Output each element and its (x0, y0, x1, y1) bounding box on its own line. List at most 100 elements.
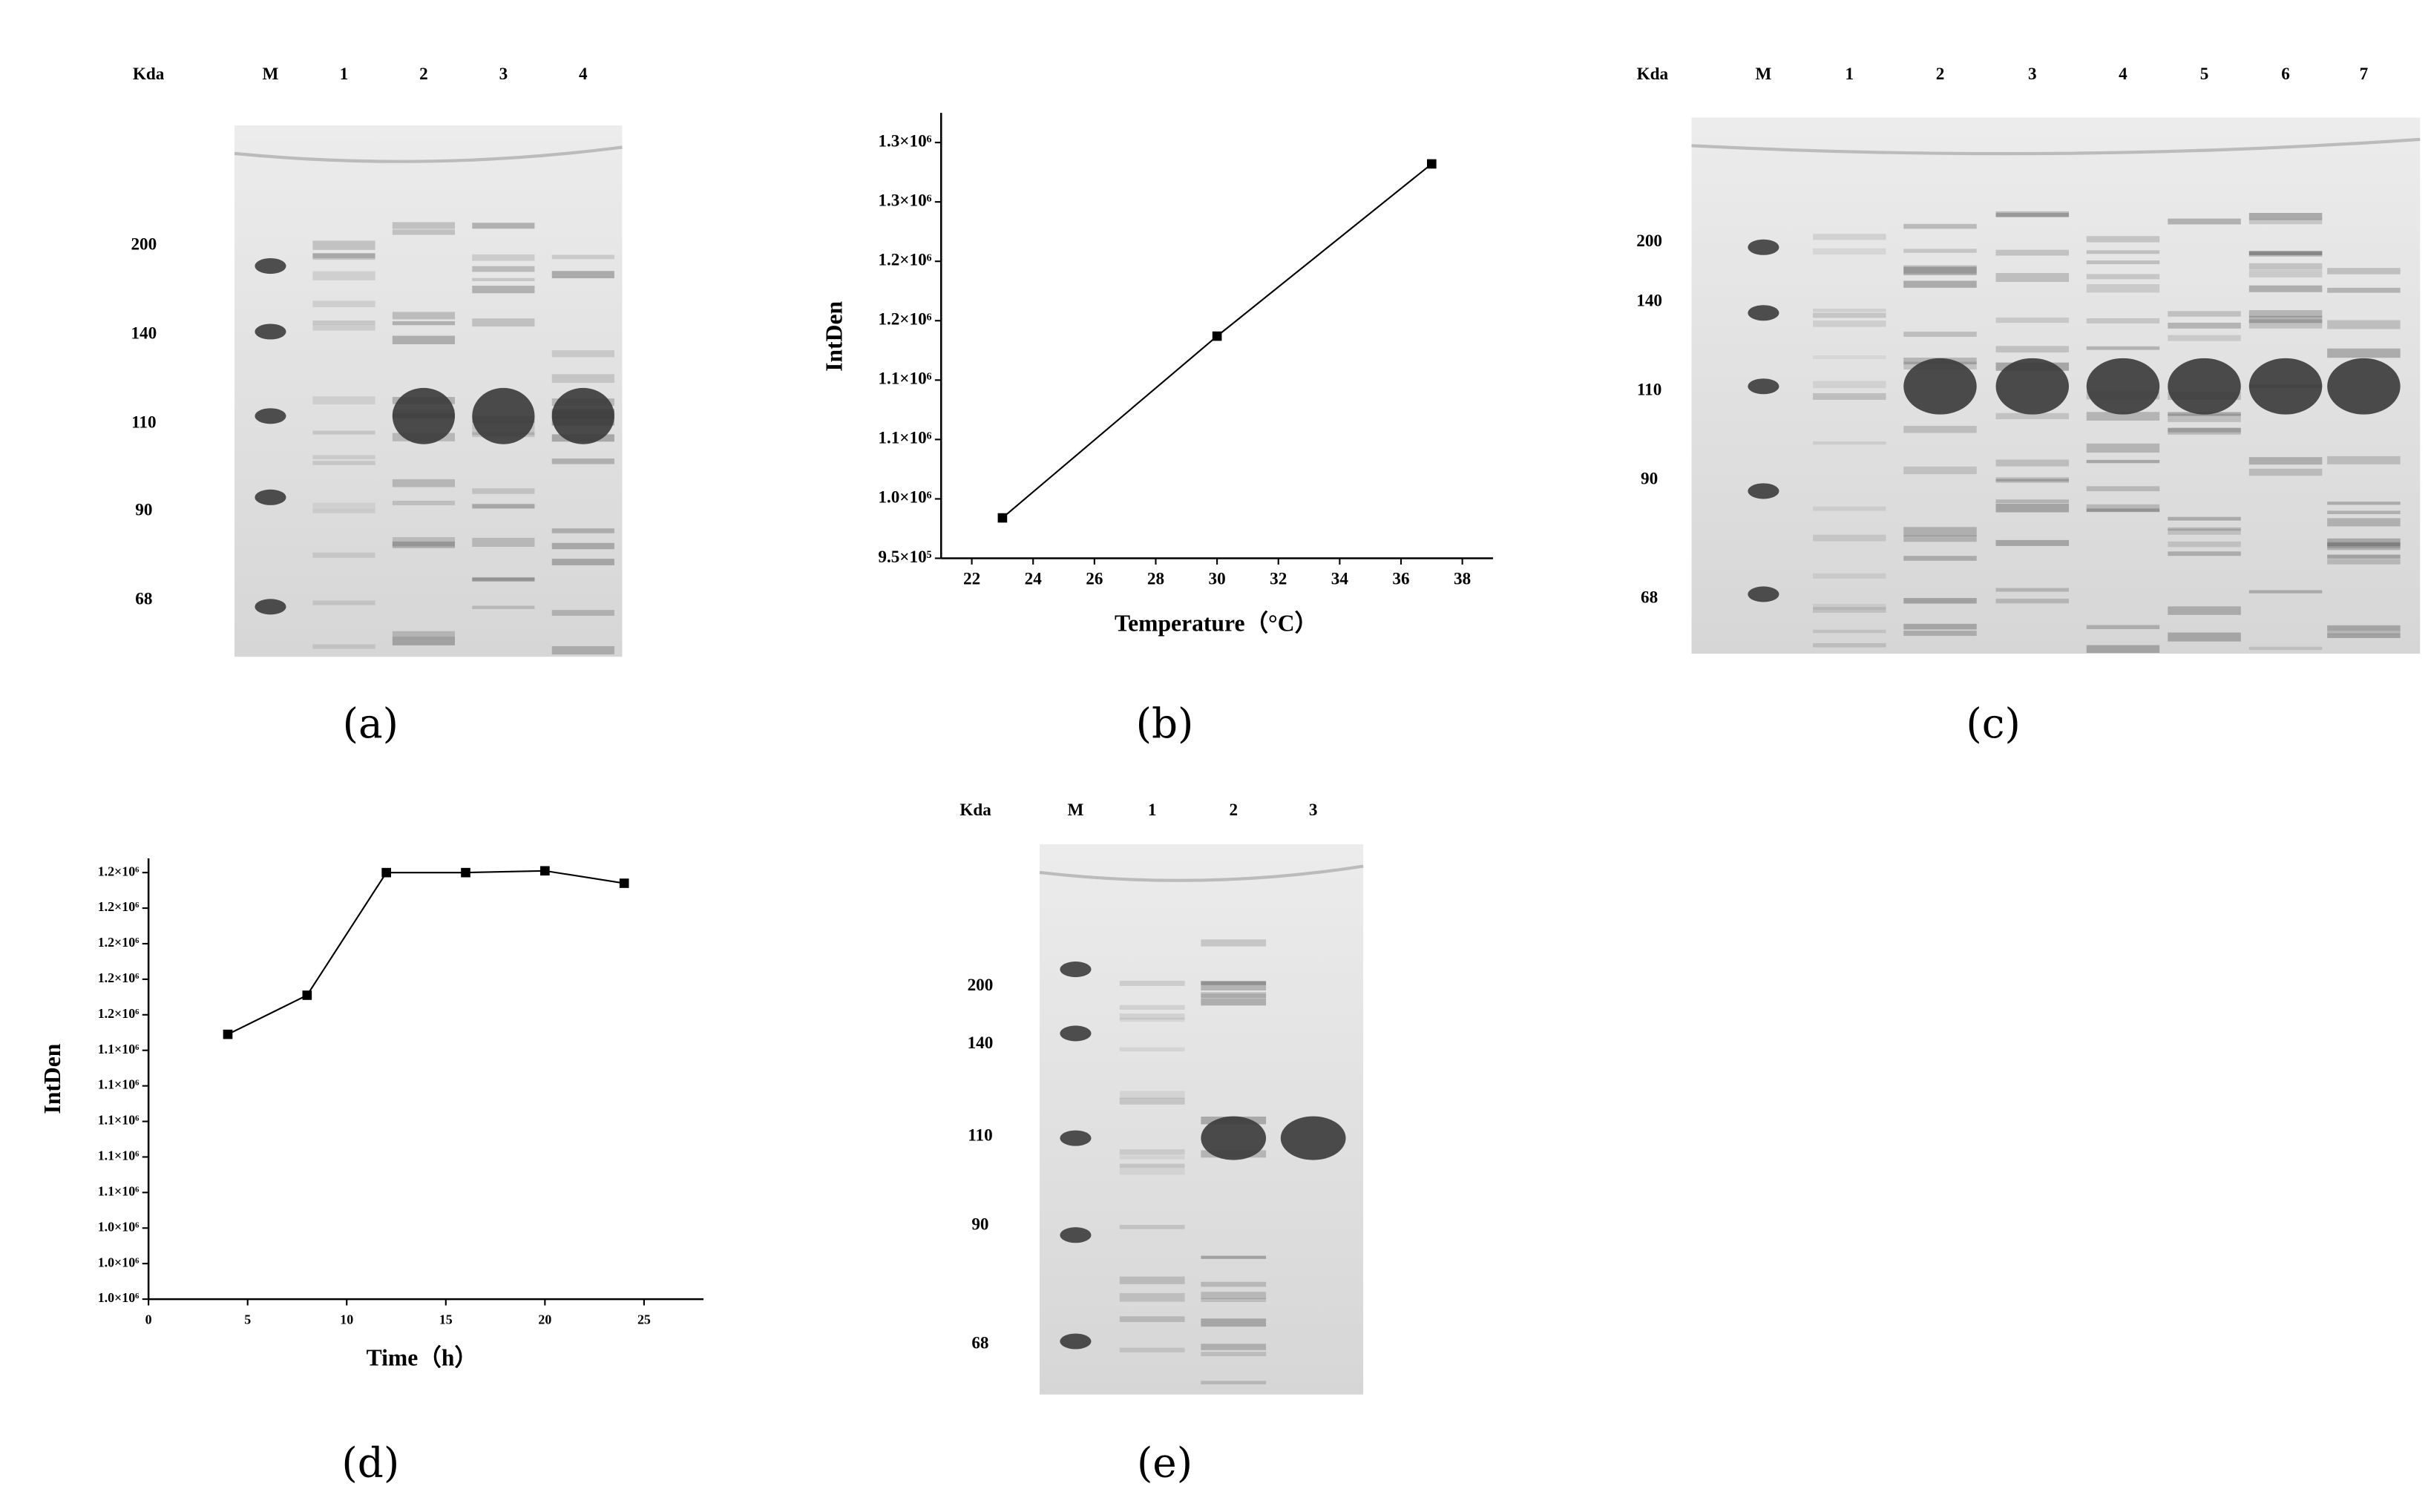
x-tick-label: 25 (637, 1312, 651, 1327)
y-tick-label: 9.5×10⁵ (878, 548, 931, 567)
lane-label: M (263, 65, 279, 84)
lane-label: 6 (2281, 65, 2290, 84)
lane-band (2168, 551, 2241, 556)
lane-band (1119, 1224, 1185, 1229)
gel-well (1691, 137, 2421, 156)
lane-label: 1 (1148, 801, 1157, 820)
lane-band (312, 271, 375, 280)
lane-band (1813, 573, 1886, 579)
x-tick-label: 34 (1331, 569, 1349, 588)
lane-band (1995, 346, 2070, 352)
lane-band (1119, 1013, 1185, 1020)
lane-band (1903, 535, 1977, 542)
lane-band (2168, 606, 2241, 615)
lane-band (1995, 249, 2070, 256)
lane-band (1201, 939, 1267, 947)
lane-band (1119, 1347, 1185, 1352)
lane-band (551, 559, 614, 565)
lane-band (2168, 311, 2241, 317)
lane-band (2248, 457, 2323, 465)
lane-band (1119, 1163, 1185, 1168)
expressed-band (2168, 358, 2241, 415)
lane-band (392, 312, 456, 320)
lane-band (472, 266, 535, 272)
data-point (1212, 331, 1222, 341)
ladder-band (255, 599, 286, 615)
lane-band (2168, 218, 2241, 225)
y-tick-label: 1.1×10⁶ (98, 1042, 140, 1056)
lane-band (2168, 516, 2241, 521)
lane-band (2168, 527, 2241, 531)
lane-band (1903, 223, 1977, 229)
lane-band (1995, 211, 2070, 217)
lane-band (2168, 427, 2241, 433)
y-tick-label: 1.3×10⁶ (878, 131, 931, 151)
lane-band (2248, 319, 2323, 329)
lane-band (1995, 479, 2070, 483)
y-tick-label: 1.2×10⁶ (878, 251, 931, 270)
y-axis-label: IntDen (39, 1043, 65, 1114)
lane-band (1119, 1091, 1185, 1099)
lane-band (312, 552, 375, 558)
ladder-band (1060, 1025, 1092, 1042)
lane-band (1813, 321, 1886, 327)
expressed-band (1995, 358, 2070, 415)
y-tick-label: 1.1×10⁶ (98, 1148, 140, 1163)
data-point (223, 1029, 233, 1039)
marker-label: 140 (968, 1033, 994, 1053)
y-axis-label: IntDen (821, 301, 847, 372)
lane-band (2086, 250, 2160, 254)
lane-band (2168, 335, 2241, 341)
expressed-band (1201, 1116, 1267, 1160)
lane-band (1903, 426, 1977, 433)
y-tick-label: 1.2×10⁶ (98, 1006, 140, 1021)
lane-band (1119, 1005, 1185, 1010)
lane-band (1903, 332, 1977, 338)
data-point (461, 867, 470, 878)
lane-label: M (1755, 65, 1771, 84)
lane-band (392, 222, 456, 229)
lane-band (2248, 251, 2323, 257)
marker-label: 200 (131, 234, 157, 254)
y-tick-label: 1.2×10⁶ (98, 899, 140, 914)
lane-band (1813, 309, 1886, 312)
lane-band (1119, 1316, 1185, 1322)
lane-label: 4 (2119, 65, 2127, 84)
ladder-band (255, 408, 286, 424)
marker-label: 110 (1637, 380, 1661, 399)
lane-band (392, 479, 456, 487)
lane-label: 2 (419, 65, 428, 84)
lane-label: 4 (579, 65, 588, 84)
lane-band (1903, 623, 1977, 630)
expressed-band (1903, 358, 1977, 415)
lane-band (2327, 542, 2401, 548)
lane-band (1813, 642, 1886, 648)
marker-label: 90 (1641, 469, 1658, 488)
x-tick-label: 0 (145, 1312, 152, 1327)
lane-band (2086, 645, 2160, 654)
lane-band (312, 321, 375, 325)
lane-band (1995, 412, 2070, 420)
x-tick-label: 36 (1392, 569, 1409, 588)
lane-band (472, 286, 535, 294)
lane-band (2248, 263, 2323, 270)
y-tick-label: 1.2×10⁶ (98, 864, 140, 878)
lane-band (312, 455, 375, 459)
marker-label: 140 (131, 324, 157, 344)
lane-band (2248, 212, 2323, 220)
lane-band (1813, 629, 1886, 634)
ladder-band (1748, 305, 1779, 321)
lane-band (1119, 980, 1185, 986)
lane-band (312, 502, 375, 510)
lane-band (1903, 527, 1977, 536)
lane-band (1201, 1344, 1267, 1350)
ladder-band (255, 323, 286, 340)
y-tick-label: 1.2×10⁶ (98, 935, 140, 950)
lane-band (2248, 315, 2323, 323)
lane-band (472, 577, 535, 582)
gel-well (1039, 864, 1364, 882)
lane-band (2327, 320, 2401, 329)
lane-band (1119, 1047, 1185, 1052)
lane-band (1119, 1292, 1185, 1302)
lane-band (472, 488, 535, 494)
